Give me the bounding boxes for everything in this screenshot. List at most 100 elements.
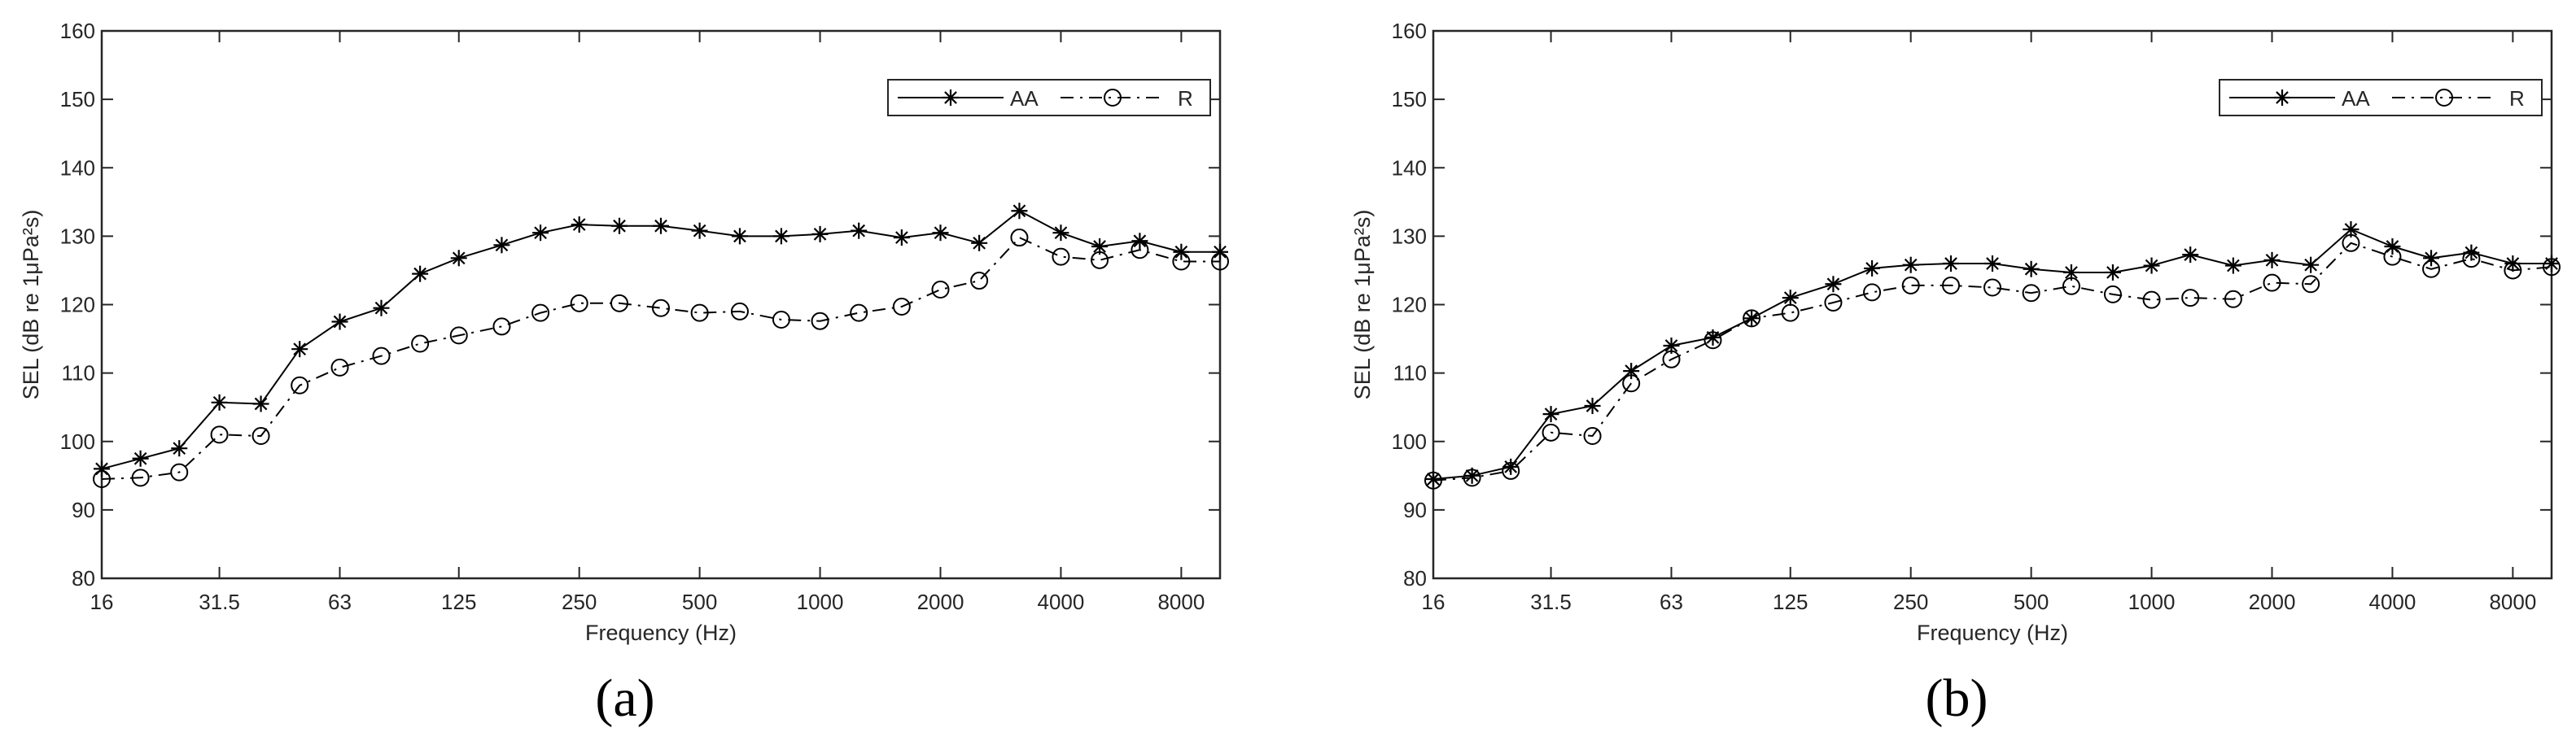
- circle-marker: [931, 280, 950, 299]
- x-axis-label: Frequency (Hz): [585, 621, 737, 645]
- circle-marker: [1781, 303, 1800, 322]
- circle-marker: [1662, 350, 1681, 368]
- asterisk-marker: [1463, 467, 1480, 484]
- asterisk-stroke: [2184, 248, 2198, 261]
- y-axis-label: SEL (dB re 1μPa²s): [19, 210, 43, 400]
- asterisk-marker: [1902, 256, 1919, 273]
- circle-marker: [210, 425, 229, 444]
- circle-marker: [2543, 258, 2561, 277]
- series-R: [1424, 233, 2561, 490]
- circle-marker: [1542, 423, 1560, 442]
- circle-marker: [1942, 276, 1961, 294]
- y-tick-label: 100: [60, 429, 95, 454]
- y-tick-label: 160: [1392, 19, 1427, 43]
- asterisk-stroke: [1986, 257, 1999, 270]
- circle-marker: [1010, 229, 1029, 247]
- panel-label: (b): [1926, 669, 1988, 728]
- asterisk-marker: [1173, 243, 1190, 260]
- asterisk-stroke: [2276, 91, 2289, 104]
- x-tick-label: 31.5: [199, 590, 240, 614]
- asterisk-marker: [611, 217, 628, 234]
- circle-marker: [1622, 374, 1641, 393]
- asterisk-marker: [1502, 458, 1520, 475]
- asterisk-stroke: [1664, 339, 1678, 352]
- asterisk-marker: [971, 234, 988, 251]
- asterisk-stroke: [452, 251, 466, 265]
- asterisk-stroke: [1012, 204, 1026, 218]
- asterisk-stroke: [1865, 262, 1878, 275]
- x-tick-label: 125: [441, 590, 476, 614]
- y-tick-label: 90: [72, 498, 95, 522]
- chart-panel-b: 16 31.5 63 125 250 500 1000 2000 4000 8000 80 90 100…: [1350, 19, 2561, 728]
- legend: AA R: [887, 79, 1211, 116]
- asterisk-stroke: [374, 301, 388, 315]
- circle-marker: [2142, 290, 2161, 309]
- circle-marker: [2504, 261, 2522, 280]
- asterisk-stroke: [133, 451, 147, 465]
- asterisk-stroke: [1944, 257, 1957, 270]
- circle-marker: [492, 317, 511, 336]
- circle-marker: [170, 463, 189, 482]
- x-tick-label: 250: [1893, 590, 1928, 614]
- asterisk-marker: [2263, 251, 2281, 268]
- x-tick-label: 31.5: [1530, 590, 1572, 614]
- asterisk-marker: [493, 237, 510, 254]
- y-tick-label: 120: [1392, 293, 1427, 317]
- asterisk-marker: [2303, 256, 2320, 273]
- asterisk-stroke: [2065, 266, 2078, 279]
- asterisk-marker: [252, 395, 269, 412]
- circle-marker: [850, 303, 868, 322]
- asterisk-stroke: [613, 219, 626, 233]
- y-axis-label: SEL (dB re 1μPa²s): [1350, 210, 1375, 400]
- asterisk-marker: [532, 224, 549, 242]
- legend-label-AA: AA: [2342, 86, 2370, 111]
- y-tick-label: 140: [60, 155, 95, 180]
- circle-marker: [2022, 284, 2040, 303]
- asterisk-stroke: [775, 229, 788, 243]
- asterisk-marker: [2143, 257, 2160, 274]
- circle-marker: [970, 272, 989, 290]
- asterisk-marker: [1011, 203, 1028, 220]
- asterisk-marker: [1984, 255, 2001, 272]
- asterisk-marker: [2274, 89, 2290, 106]
- circle-marker: [1901, 276, 1920, 294]
- y-tick-label: 110: [62, 361, 95, 386]
- asterisk-stroke: [2265, 253, 2279, 267]
- asterisk-stroke: [2464, 246, 2478, 259]
- circle-marker: [2435, 89, 2453, 107]
- asterisk-stroke: [2145, 259, 2158, 272]
- circle-marker: [2062, 277, 2080, 295]
- asterisk-marker: [731, 228, 748, 245]
- circle-marker: [2462, 250, 2481, 268]
- circle-marker: [131, 469, 150, 487]
- circle-marker: [1104, 89, 1122, 107]
- asterisk-stroke: [2344, 223, 2358, 236]
- asterisk-stroke: [2227, 259, 2240, 272]
- asterisk-stroke: [1214, 245, 1227, 259]
- circle-marker: [1052, 247, 1070, 266]
- asterisk-stroke: [895, 231, 908, 244]
- x-tick-label: 4000: [2369, 590, 2416, 614]
- asterisk-marker: [1052, 224, 1069, 242]
- x-tick-label: 1000: [2128, 590, 2176, 614]
- circle-marker: [2103, 285, 2122, 303]
- x-tick-label: 2000: [917, 590, 964, 614]
- asterisk-marker: [571, 216, 588, 233]
- y-tick-label: 80: [72, 566, 95, 591]
- circle-marker: [1091, 251, 1109, 269]
- circle-marker: [772, 311, 790, 329]
- asterisk-marker: [811, 225, 829, 242]
- circle-marker: [251, 427, 270, 446]
- asterisk-marker: [2543, 255, 2560, 272]
- circle-marker: [1743, 309, 1761, 328]
- x-tick-label: 16: [90, 590, 114, 614]
- circle-marker: [1502, 461, 1520, 480]
- circle-marker: [372, 347, 391, 365]
- asterisk-marker: [291, 341, 308, 358]
- asterisk-stroke: [973, 236, 986, 250]
- circle-marker: [291, 376, 309, 394]
- x-tick-label: 8000: [1157, 590, 1205, 614]
- asterisk-marker: [1623, 363, 1640, 380]
- asterisk-stroke: [1544, 408, 1558, 421]
